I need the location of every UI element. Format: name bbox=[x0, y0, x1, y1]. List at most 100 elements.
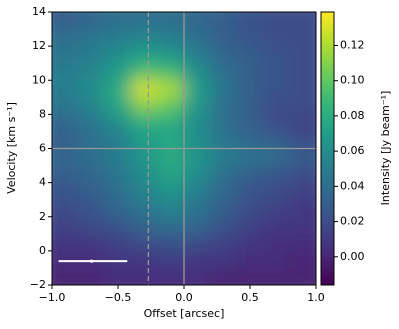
heat-cell bbox=[184, 148, 211, 167]
y-tick-label: 2 bbox=[39, 210, 46, 223]
heat-cell bbox=[104, 131, 132, 149]
heat-cell bbox=[78, 182, 106, 201]
heat-cell bbox=[184, 165, 211, 184]
colorbar-label: Intensity [Jy beam⁻¹] bbox=[379, 91, 392, 206]
heat-cell bbox=[236, 250, 264, 269]
colorbar-tick-label: 0.06 bbox=[340, 144, 365, 157]
heat-cell bbox=[104, 12, 132, 30]
heat-cell bbox=[210, 182, 238, 201]
heat-cell bbox=[78, 216, 106, 235]
heat-cell bbox=[289, 131, 316, 149]
heat-cell bbox=[289, 12, 316, 30]
heat-cell bbox=[52, 199, 79, 218]
heat-cell bbox=[184, 233, 211, 252]
y-tick-label: 0 bbox=[39, 244, 46, 257]
heat-cell bbox=[184, 46, 211, 64]
heat-cell bbox=[104, 97, 132, 115]
heat-cell bbox=[263, 216, 291, 235]
heat-cell bbox=[78, 46, 106, 64]
x-tick-label: 0.0 bbox=[175, 291, 193, 304]
heat-cell bbox=[289, 97, 316, 115]
heat-cell bbox=[289, 63, 316, 81]
heat-cell bbox=[184, 97, 211, 115]
heat-cell bbox=[131, 182, 159, 201]
heat-cell bbox=[263, 148, 291, 167]
heat-cell bbox=[157, 216, 185, 235]
y-axis-label: Velocity [km s⁻¹] bbox=[5, 102, 18, 194]
heat-cell bbox=[236, 148, 264, 167]
heat-cell bbox=[157, 97, 185, 115]
heat-cell bbox=[52, 29, 79, 47]
heat-cell bbox=[157, 63, 185, 81]
heat-cell bbox=[157, 12, 185, 30]
heat-cell bbox=[236, 29, 264, 47]
heat-cell bbox=[131, 114, 159, 132]
x-axis-label: Offset [arcsec] bbox=[144, 307, 225, 320]
heat-cell bbox=[210, 131, 238, 149]
heat-cell bbox=[289, 216, 316, 235]
y-tick-label: −2 bbox=[30, 278, 46, 291]
heat-cell bbox=[236, 114, 264, 132]
heat-cell bbox=[236, 165, 264, 184]
y-tick-label: 12 bbox=[32, 39, 46, 52]
heat-cell bbox=[289, 165, 316, 184]
heat-cell bbox=[236, 80, 264, 98]
heat-cell bbox=[131, 46, 159, 64]
heat-cell bbox=[157, 29, 185, 47]
heat-cell bbox=[52, 114, 79, 132]
heat-cell bbox=[52, 216, 79, 235]
colorbar-tick-label: 0.10 bbox=[340, 74, 365, 87]
heat-cell bbox=[210, 97, 238, 115]
heat-cell bbox=[104, 80, 132, 98]
heat-cell bbox=[263, 12, 291, 30]
heat-cell bbox=[289, 29, 316, 47]
heat-cell bbox=[236, 267, 264, 285]
heat-cell bbox=[210, 148, 238, 167]
heat-cell bbox=[52, 97, 79, 115]
heat-cell bbox=[78, 12, 106, 30]
heat-cell bbox=[104, 199, 132, 218]
heat-cell bbox=[210, 267, 238, 285]
x-tick-label: 0.5 bbox=[241, 291, 259, 304]
heat-cell bbox=[184, 131, 211, 149]
heat-cell bbox=[52, 80, 79, 98]
heat-cell bbox=[104, 267, 132, 285]
heat-cell bbox=[236, 97, 264, 115]
heat-cell bbox=[289, 46, 316, 64]
heat-cell bbox=[157, 148, 185, 167]
heat-cell bbox=[236, 46, 264, 64]
y-tick-label: 8 bbox=[39, 107, 46, 120]
heat-cell bbox=[184, 80, 211, 98]
heat-cell bbox=[78, 148, 106, 167]
heat-cell bbox=[157, 165, 185, 184]
heat-cell bbox=[210, 250, 238, 269]
heat-cell bbox=[78, 199, 106, 218]
heat-cell bbox=[157, 114, 185, 132]
heat-cell bbox=[78, 165, 106, 184]
heat-cell bbox=[210, 233, 238, 252]
heat-cell bbox=[131, 250, 159, 269]
heat-cell bbox=[289, 182, 316, 201]
heat-cell bbox=[210, 12, 238, 30]
heat-cell bbox=[157, 46, 185, 64]
heat-cell bbox=[184, 182, 211, 201]
heat-cell bbox=[210, 114, 238, 132]
y-tick-label: 14 bbox=[32, 5, 46, 18]
heat-cell bbox=[210, 29, 238, 47]
heat-cell bbox=[184, 250, 211, 269]
heat-cell bbox=[263, 29, 291, 47]
heat-cell bbox=[104, 29, 132, 47]
heat-cell bbox=[210, 165, 238, 184]
heat-cell bbox=[131, 97, 159, 115]
heat-cell bbox=[104, 63, 132, 81]
heat-cell bbox=[184, 29, 211, 47]
colorbar-tick-label: 0.02 bbox=[340, 215, 365, 228]
heat-cell bbox=[263, 97, 291, 115]
heat-cell bbox=[157, 267, 185, 285]
heat-cell bbox=[52, 165, 79, 184]
heat-cell bbox=[131, 233, 159, 252]
heat-cell bbox=[131, 165, 159, 184]
heat-cell bbox=[52, 250, 79, 269]
heat-cell bbox=[78, 63, 106, 81]
